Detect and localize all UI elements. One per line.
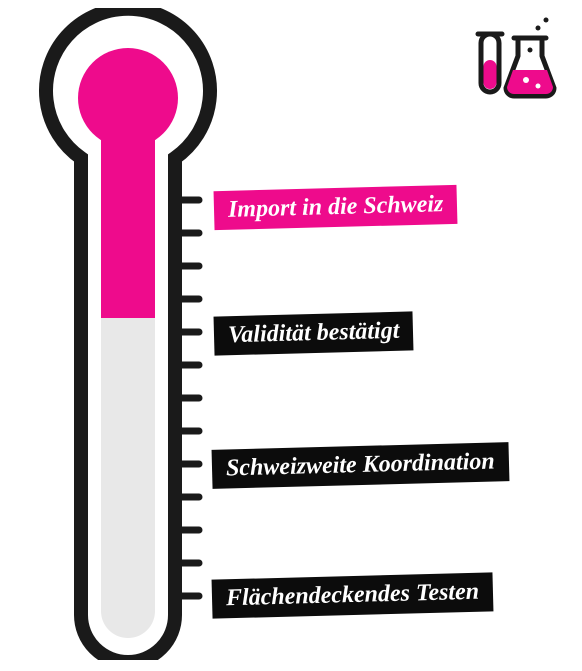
- tube-liquid: [484, 60, 497, 89]
- label-import: Import in die Schweiz: [214, 185, 458, 230]
- flask-liquid: [507, 70, 553, 94]
- label-koordination: Schweizweite Koordination: [212, 442, 510, 489]
- tube-fill: [101, 128, 155, 318]
- label-validitaet: Validität bestätigt: [214, 311, 414, 355]
- label-testen: Flächendeckendes Testen: [212, 572, 494, 618]
- lab-icon: [472, 12, 564, 104]
- thermometer: [28, 8, 228, 660]
